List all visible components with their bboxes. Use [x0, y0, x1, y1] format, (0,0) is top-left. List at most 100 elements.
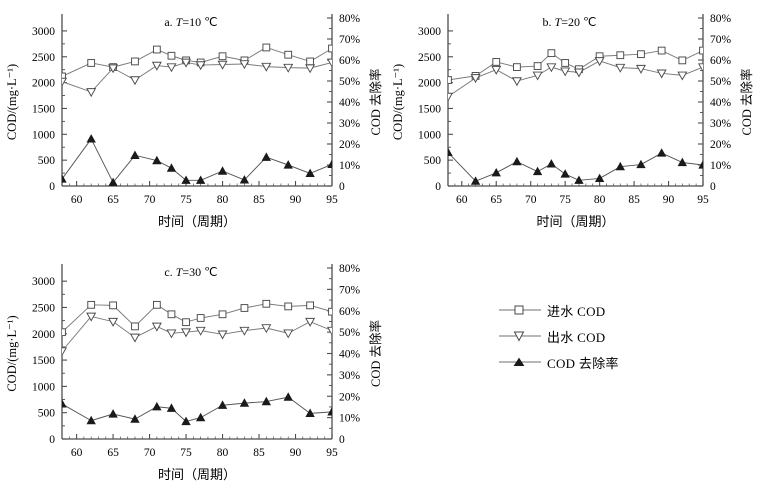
marker-filled-triangle-up — [305, 408, 315, 417]
marker-filled-triangle-up — [261, 396, 271, 406]
marker-open-triangle-down — [261, 62, 272, 72]
legend-item-influent: 进水 COD — [497, 297, 697, 323]
series-line-2 — [448, 152, 703, 182]
y-left-tick-label: 500 — [38, 155, 56, 167]
marker-open-square — [109, 301, 117, 310]
marker-open-triangle-down — [677, 71, 688, 81]
marker-filled-triangle-up — [239, 175, 250, 184]
marker-open-triangle-down — [283, 63, 294, 73]
y-left-tick-label: 500 — [424, 155, 442, 167]
marker-filled-triangle-up — [239, 398, 250, 407]
marker-open-square — [328, 44, 332, 53]
panel-title: a. T=10 ℃ — [164, 15, 217, 29]
x-tick-label: 70 — [144, 194, 156, 206]
y-right-tick-label: 30% — [339, 118, 361, 130]
marker-filled-triangle-up — [470, 176, 481, 185]
marker-filled-triangle-up — [130, 150, 140, 159]
y-right-tick-label: 20% — [339, 391, 361, 403]
marker-open-triangle-down — [151, 61, 162, 71]
legend-label-influent: 进水 COD — [547, 303, 606, 319]
y-right-tick-label: 10% — [339, 160, 361, 172]
marker-open-triangle-down — [326, 58, 332, 68]
y-right-tick-label: 20% — [710, 139, 732, 151]
marker-open-square — [87, 59, 96, 67]
panel-title-prefix: c. — [164, 265, 175, 279]
x-tick-label: 90 — [663, 194, 675, 206]
legend-item-removal-rate: COD 去除率 — [497, 349, 697, 375]
panel-title-suffix: =20 ℃ — [561, 15, 596, 29]
y-right-tick-label: 0 — [710, 181, 716, 193]
x-tick-label: 70 — [144, 447, 156, 459]
marker-open-triangle-down — [615, 63, 626, 73]
figure-legend: 进水 COD 出水 COD COD 去除率 — [497, 297, 697, 377]
y-left-tick-label: 500 — [38, 408, 56, 420]
y-right-tick-label: 60% — [339, 306, 361, 318]
panel-title-prefix: a. — [164, 15, 175, 29]
chart-panel-c: 0 500 1000 1500 2000 2500 3000 0 10% 20% 30% 40% 50%… — [0, 250, 390, 503]
marker-open-triangle-down — [546, 63, 557, 73]
marker-open-square — [167, 51, 176, 60]
marker-open-triangle-down — [217, 330, 228, 340]
y-left-tick-label: 2500 — [32, 52, 55, 64]
marker-open-square — [547, 49, 556, 58]
y-left-tick-label: 1500 — [32, 355, 55, 367]
x-tick-label: 75 — [180, 194, 192, 206]
y-right-tick-label: 30% — [339, 370, 361, 382]
marker-filled-triangle-up — [327, 159, 332, 168]
y-axis-right-title: COD 去除率 — [739, 68, 754, 135]
marker-open-triangle-down — [697, 63, 703, 73]
x-axis-title: 时间（周期） — [536, 214, 614, 229]
marker-open-square — [637, 50, 645, 59]
legend-label-removal-rate: COD 去除率 — [547, 355, 619, 371]
marker-open-triangle-down — [305, 317, 316, 327]
y-right-tick-label: 80% — [339, 263, 361, 275]
series-line-1 — [62, 61, 332, 93]
chart-svg-b: 0 500 1000 1500 2000 2500 3000 0 10% 20% 30% 40% 50%… — [391, 13, 754, 229]
marker-filled-triangle-up — [181, 175, 191, 184]
legend-marker-filled-triangle-up-icon — [499, 357, 541, 366]
marker-filled-triangle-up — [152, 155, 162, 165]
y-right-tick-label: 70% — [339, 34, 361, 46]
legend-marker-open-triangle-down-icon — [499, 331, 541, 342]
marker-open-square — [62, 72, 66, 81]
x-tick-label: 65 — [490, 194, 502, 206]
y-right-tick-label: 50% — [710, 76, 732, 88]
marker-open-triangle-down — [181, 58, 192, 68]
marker-filled-triangle-up — [512, 156, 522, 166]
y-right-tick-label: 20% — [339, 139, 361, 151]
y-left-tick-label: 2500 — [418, 52, 441, 64]
y-left-tick-label: 1500 — [32, 103, 55, 115]
y-right-tick-label: 40% — [339, 97, 361, 109]
x-tick-label: 85 — [628, 194, 640, 206]
x-tick-label: 60 — [71, 194, 83, 206]
y-left-tick-label: 1000 — [32, 381, 55, 393]
marker-filled-triangle-up — [108, 177, 118, 186]
y-right-tick-label: 0 — [339, 181, 345, 193]
panel-title-prefix: b. — [543, 15, 555, 29]
marker-open-triangle-down — [86, 312, 97, 322]
marker-filled-triangle-up — [546, 159, 557, 168]
marker-open-triangle-down — [151, 322, 162, 332]
marker-filled-triangle-up — [195, 175, 206, 184]
panel-title-suffix: =10 ℃ — [182, 15, 217, 29]
y-axis-right-title: COD 去除率 — [368, 68, 383, 135]
y-left-tick-label: 2000 — [32, 78, 55, 90]
marker-filled-triangle-up — [574, 175, 584, 184]
marker-open-square — [131, 57, 139, 66]
y-left-tick-label: 3000 — [32, 276, 55, 288]
x-tick-label: 80 — [217, 447, 229, 459]
marker-filled-triangle-up — [181, 416, 191, 426]
x-tick-label: 95 — [326, 447, 338, 459]
marker-open-square — [657, 46, 666, 55]
y-left-tick-label: 2500 — [32, 302, 55, 314]
panel-title-variable: T — [176, 265, 184, 279]
marker-open-triangle-down — [166, 329, 177, 339]
marker-filled-triangle-up — [677, 157, 687, 167]
marker-open-square — [240, 304, 249, 312]
marker-open-square — [561, 59, 570, 67]
y-right-tick-label: 0 — [339, 434, 345, 446]
marker-open-square — [262, 299, 271, 308]
marker-open-triangle-down — [448, 92, 454, 102]
marker-open-triangle-down — [108, 64, 119, 74]
x-tick-label: 60 — [71, 447, 83, 459]
